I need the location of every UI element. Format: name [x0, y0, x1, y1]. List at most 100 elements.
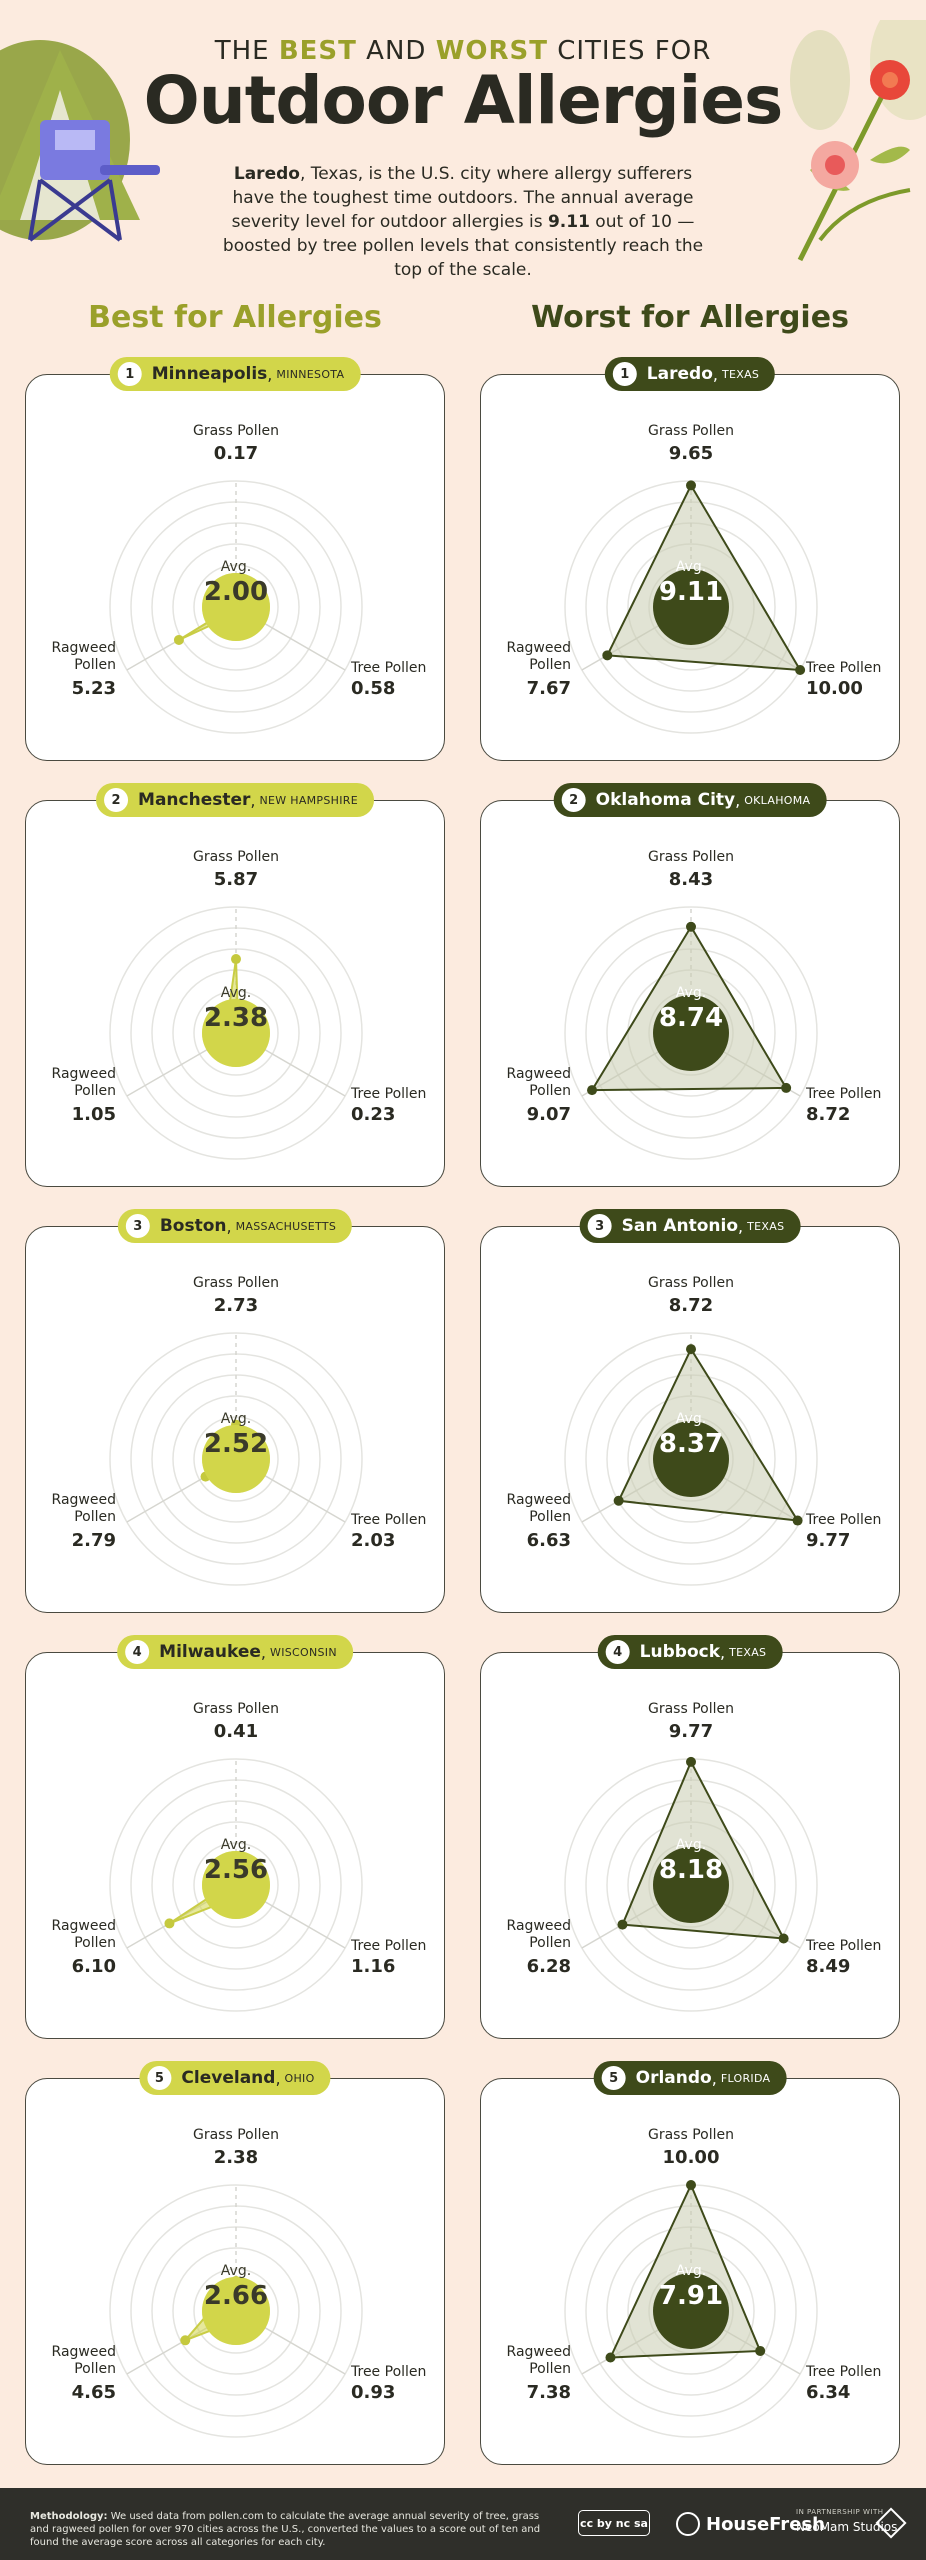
average-circle: [653, 569, 729, 645]
ragweed-pollen-label: Ragweed Pollen: [506, 1492, 571, 1525]
radar-ring: [172, 1821, 300, 1949]
city-name: Oklahoma City: [595, 790, 736, 810]
radar-chart: [109, 906, 363, 1160]
average-label: Avg.: [220, 559, 252, 575]
average-circle: [653, 995, 729, 1071]
tree-pollen-value: 1.16: [351, 1956, 396, 1977]
ragweed-pollen-point: [173, 634, 184, 645]
tree-pollen-point: [778, 1933, 789, 1944]
ragweed-pollen-label: Ragweed Pollen: [506, 1918, 571, 1951]
radar-chart: [109, 480, 363, 734]
ragweed-pollen-label: Ragweed Pollen: [51, 640, 116, 673]
average-label: Avg.: [675, 2263, 707, 2279]
average-score: Avg. 7.91: [649, 2263, 733, 2311]
average-value: 7.91: [658, 2281, 724, 2311]
average-score: Avg. 8.37: [649, 1411, 733, 1459]
comma: ,: [250, 790, 256, 810]
average-circle: [653, 1847, 729, 1923]
grass-pollen-label: Grass Pollen: [193, 2127, 279, 2143]
tree-pollen-label: Tree Pollen: [806, 1086, 882, 1102]
grass-pollen-value: 9.65: [668, 443, 714, 464]
ragweed-pollen-point: [587, 1085, 598, 1096]
state-name: TEXAS: [729, 1645, 767, 1659]
city-card-worst-2: 2 Oklahoma City, OKLAHOMA Grass Pollen 8.43 T…: [480, 783, 900, 1187]
state-name: WISCONSIN: [270, 1645, 337, 1659]
city-name: Cleveland: [181, 2068, 276, 2088]
comma: ,: [720, 1642, 726, 1662]
ragweed-pollen-label: Ragweed Pollen: [51, 1918, 116, 1951]
grass-pollen-label: Grass Pollen: [648, 2127, 734, 2143]
grass-pollen-label: Grass Pollen: [648, 1275, 734, 1291]
tree-pollen-label: Tree Pollen: [351, 1512, 427, 1528]
average-core: [202, 573, 270, 641]
average-value: 2.52: [203, 1429, 269, 1459]
state-name: OHIO: [284, 2071, 315, 2085]
average-label: Avg.: [675, 1837, 707, 1853]
rank-number: 3: [587, 1214, 612, 1238]
grass-pollen-label: Grass Pollen: [193, 1275, 279, 1291]
radar-chart: [564, 1756, 818, 2012]
grass-pollen-label: Grass Pollen: [193, 423, 279, 439]
average-value: 2.38: [203, 1003, 269, 1033]
average-label: Avg.: [675, 559, 707, 575]
rank-number: 4: [605, 1640, 630, 1664]
ragweed-pollen-value: 7.38: [526, 2382, 571, 2403]
average-core: [202, 999, 270, 1067]
grass-pollen-value: 5.87: [213, 869, 259, 890]
tree-pollen-value: 0.58: [351, 678, 396, 699]
rank-number: 1: [117, 362, 142, 386]
ragweed-pollen-value: 4.65: [71, 2382, 116, 2403]
ragweed-pollen-point: [617, 1919, 628, 1930]
ragweed-pollen-value: 6.63: [526, 1530, 571, 1551]
comma: ,: [738, 1216, 744, 1236]
city-name: Milwaukee: [159, 1642, 261, 1662]
comma: ,: [260, 1642, 267, 1662]
average-score: Avg. 2.00: [194, 559, 278, 607]
tree-pollen-label: Tree Pollen: [806, 660, 882, 676]
average-core: [202, 1851, 270, 1919]
ragweed-pollen-point: [602, 650, 613, 661]
tree-pollen-value: 10.00: [806, 678, 863, 699]
grass-pollen-point: [686, 1344, 696, 1355]
ragweed-pollen-value: 6.28: [526, 1956, 571, 1977]
radar-chart: [109, 1758, 363, 2012]
average-value: 2.00: [203, 577, 269, 607]
average-value: 8.74: [658, 1003, 724, 1033]
ragweed-pollen-point: [164, 1918, 175, 1929]
city-rank-pill: 2 Oklahoma City, OKLAHOMA: [553, 783, 827, 817]
ragweed-pollen-label: Ragweed Pollen: [51, 2344, 116, 2377]
housefresh-icon: [676, 2512, 700, 2536]
grass-pollen-point: [686, 2180, 696, 2190]
ragweed-pollen-value: 6.10: [71, 1956, 116, 1977]
city-card-worst-3: 3 San Antonio, TEXAS Grass Pollen 8.72 Tree P…: [480, 1209, 900, 1613]
partner-name: NeoMam Studios: [796, 2520, 898, 2534]
ragweed-pollen-value: 9.07: [526, 1104, 571, 1125]
radar-ring: [172, 1395, 300, 1523]
tree-pollen-value: 0.23: [351, 1104, 396, 1125]
radar-ring: [564, 906, 818, 1160]
rank-number: 1: [612, 362, 637, 386]
tree-pollen-point: [792, 1515, 803, 1526]
comma: ,: [711, 2068, 717, 2088]
tree-pollen-point: [781, 1082, 792, 1093]
radar-ring: [109, 1332, 363, 1586]
state-name: MASSACHUSETTS: [235, 1219, 337, 1233]
city-name: Lubbock: [639, 1642, 721, 1662]
state-name: NEW HAMPSHIRE: [259, 793, 358, 807]
city-card-best-5: 5 Cleveland, OHIO Grass Pollen 2.38 Tree Poll…: [25, 2061, 445, 2465]
radar-ring: [109, 906, 363, 1160]
city-name: Boston: [159, 1216, 227, 1236]
radar-ring: [564, 1332, 818, 1586]
average-label: Avg.: [220, 1837, 252, 1853]
radar-ring: [109, 480, 363, 734]
ragweed-pollen-label: Ragweed Pollen: [51, 1066, 116, 1099]
comma: ,: [267, 364, 273, 384]
state-name: TEXAS: [721, 367, 760, 381]
tree-pollen-label: Tree Pollen: [351, 660, 427, 676]
tree-pollen-value: 8.72: [806, 1104, 851, 1125]
city-rank-pill: 1 Laredo, TEXAS: [604, 357, 776, 391]
average-score: Avg. 9.11: [649, 559, 733, 607]
flowers-illustration: [790, 20, 926, 262]
city-card-worst-1: 1 Laredo, TEXAS Grass Pollen 9.65 Tree Pollen…: [480, 357, 900, 761]
ragweed-pollen-point: [180, 2335, 191, 2346]
